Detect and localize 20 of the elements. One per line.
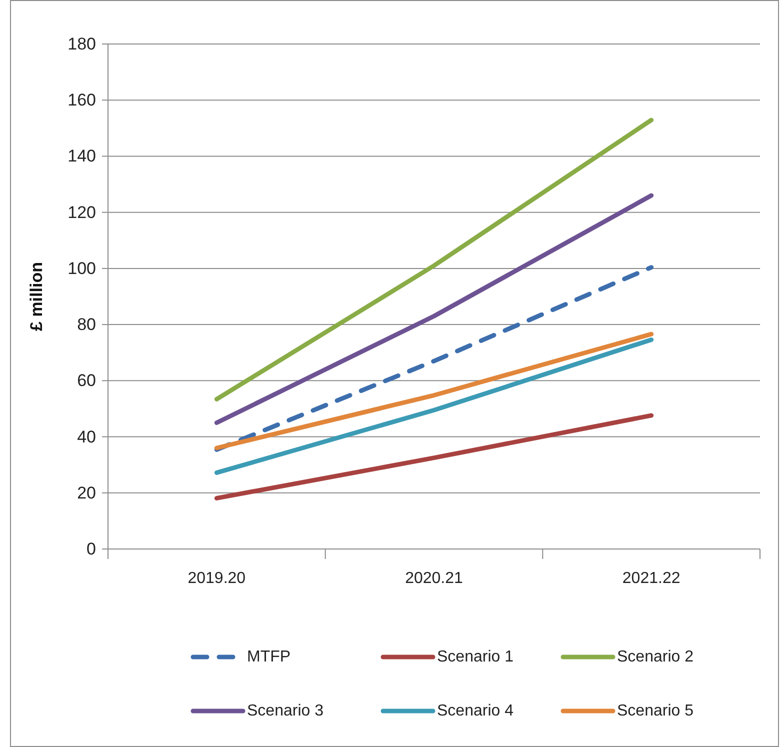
legend-label: Scenario 2 xyxy=(617,648,694,666)
legend-label: Scenario 3 xyxy=(247,702,324,720)
y-tick-label: 40 xyxy=(77,427,96,446)
y-tick-label: 100 xyxy=(68,258,96,278)
x-tick-label: 2019.20 xyxy=(188,570,246,587)
y-axis-title: £ million xyxy=(27,262,46,331)
y-tick-label: 20 xyxy=(77,483,96,502)
legend-label: Scenario 5 xyxy=(617,702,694,720)
legend-label: Scenario 4 xyxy=(437,702,514,720)
y-tick-label: 140 xyxy=(68,146,96,166)
x-tick-label: 2021.22 xyxy=(622,570,680,587)
y-tick-label: 60 xyxy=(77,371,96,390)
legend-label: Scenario 1 xyxy=(437,648,514,666)
y-tick-label: 80 xyxy=(77,315,96,334)
x-tick-label: 2020.21 xyxy=(405,570,464,587)
y-tick-label: 120 xyxy=(68,202,96,222)
legend-label: MTFP xyxy=(247,648,291,666)
y-tick-label: 0 xyxy=(86,540,96,558)
y-tick-label: 180 xyxy=(68,34,96,54)
y-tick-label: 160 xyxy=(68,90,96,110)
